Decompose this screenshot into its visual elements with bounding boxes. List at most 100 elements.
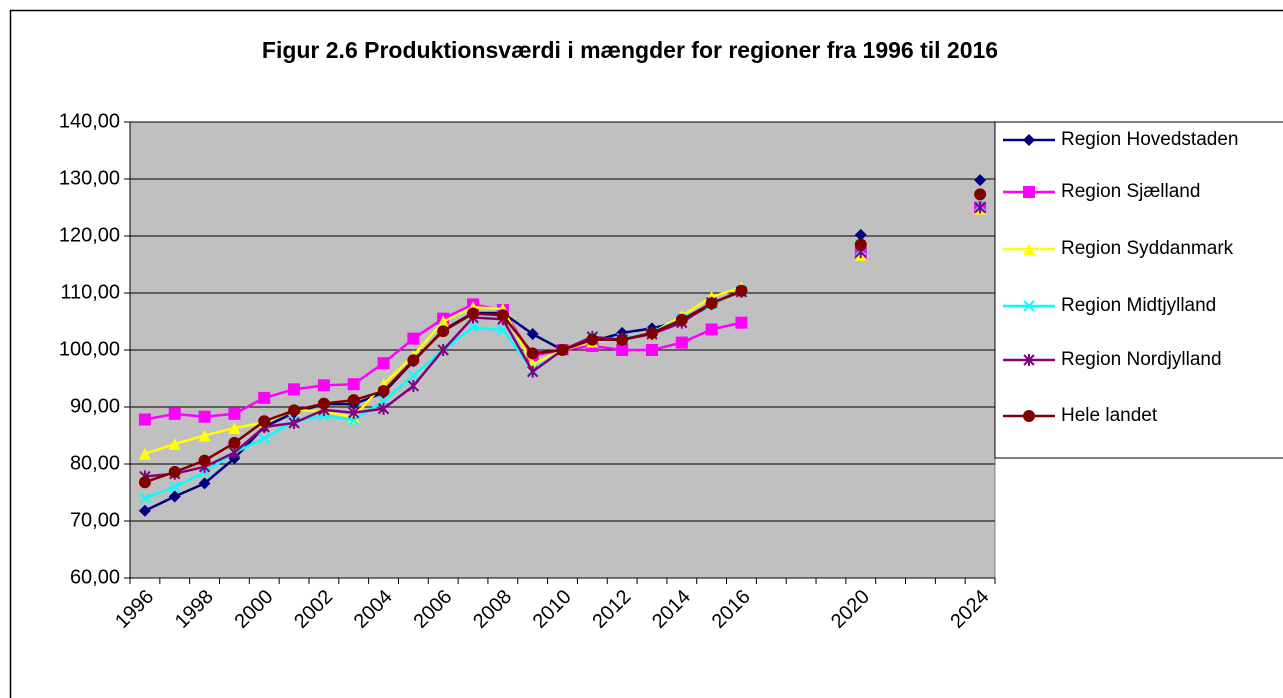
y-tick-label: 130,00 bbox=[59, 167, 120, 189]
x-tick-label: 2016 bbox=[708, 586, 755, 633]
legend-label: Region Midtjylland bbox=[1061, 295, 1216, 316]
marker bbox=[377, 357, 390, 370]
marker bbox=[138, 413, 151, 426]
marker bbox=[228, 422, 241, 435]
marker bbox=[288, 416, 300, 429]
marker bbox=[138, 447, 151, 460]
marker bbox=[258, 415, 271, 428]
x-tick-label: 2006 bbox=[409, 586, 456, 633]
marker bbox=[556, 344, 569, 356]
marker bbox=[377, 385, 390, 398]
marker bbox=[1023, 134, 1035, 146]
marker bbox=[974, 188, 987, 201]
marker bbox=[616, 333, 629, 346]
x-tick-label: 2008 bbox=[469, 586, 516, 633]
x-tick-label: 2012 bbox=[588, 586, 635, 633]
marker bbox=[705, 297, 718, 310]
marker bbox=[705, 323, 718, 336]
marker bbox=[139, 492, 151, 504]
marker bbox=[168, 407, 181, 420]
marker bbox=[288, 383, 301, 396]
marker bbox=[735, 316, 748, 329]
marker bbox=[467, 307, 480, 320]
marker bbox=[675, 313, 688, 326]
legend-label: Region Hovedstaden bbox=[1061, 129, 1238, 150]
y-tick-label: 120,00 bbox=[59, 224, 120, 246]
marker bbox=[407, 354, 420, 367]
marker bbox=[198, 454, 211, 467]
chart-title: Figur 2.6 Produktionsværdi i mængder for… bbox=[261, 37, 999, 63]
x-tick-label: 2000 bbox=[230, 586, 277, 633]
y-tick-label: 140,00 bbox=[59, 110, 120, 132]
marker bbox=[526, 365, 539, 378]
y-tick-label: 90,00 bbox=[70, 395, 120, 417]
marker bbox=[228, 436, 241, 449]
marker bbox=[854, 238, 867, 251]
x-tick-label: 2020 bbox=[827, 586, 874, 633]
marker bbox=[1023, 186, 1035, 198]
x-tick-label: 2004 bbox=[350, 586, 397, 633]
legend-label: Region Sjælland bbox=[1061, 181, 1200, 202]
marker bbox=[974, 201, 986, 214]
marker bbox=[198, 429, 211, 442]
marker bbox=[645, 344, 658, 356]
marker bbox=[168, 438, 181, 451]
frame bbox=[9, 9, 1283, 698]
marker bbox=[974, 174, 987, 187]
marker bbox=[437, 325, 450, 338]
x-tick-label: 1998 bbox=[171, 586, 218, 633]
marker bbox=[675, 336, 688, 349]
marker bbox=[437, 344, 449, 356]
marker bbox=[1023, 243, 1035, 255]
marker bbox=[854, 228, 867, 241]
marker bbox=[347, 378, 360, 391]
marker bbox=[198, 410, 211, 423]
marker bbox=[168, 490, 181, 503]
marker bbox=[645, 326, 658, 339]
marker bbox=[1023, 354, 1035, 366]
marker bbox=[526, 328, 539, 341]
marker bbox=[169, 481, 181, 493]
y-tick-label: 80,00 bbox=[70, 452, 120, 474]
y-tick-label: 70,00 bbox=[70, 509, 120, 531]
marker bbox=[407, 379, 420, 392]
marker bbox=[467, 321, 479, 333]
marker bbox=[496, 309, 509, 322]
x-tick-label: 2024 bbox=[946, 586, 993, 633]
marker bbox=[317, 379, 330, 392]
x-tick-label: 2010 bbox=[529, 586, 576, 633]
legend-label: Region Syddanmark bbox=[1061, 238, 1234, 259]
marker bbox=[138, 476, 151, 489]
marker bbox=[437, 315, 450, 328]
marker bbox=[168, 465, 181, 478]
marker bbox=[735, 284, 748, 297]
x-tick-label: 2014 bbox=[648, 586, 695, 633]
marker bbox=[138, 504, 151, 517]
marker bbox=[198, 477, 211, 490]
marker bbox=[407, 369, 420, 382]
marker bbox=[1023, 300, 1035, 312]
marker bbox=[616, 344, 629, 356]
marker bbox=[347, 406, 360, 419]
marker bbox=[347, 394, 360, 407]
legend-box bbox=[994, 121, 1283, 459]
marker bbox=[407, 332, 420, 345]
x-tick-label: 2002 bbox=[290, 586, 337, 633]
marker bbox=[586, 333, 599, 346]
y-tick-label: 110,00 bbox=[60, 281, 120, 303]
legend-label: Hele landet bbox=[1061, 405, 1158, 426]
marker bbox=[258, 391, 271, 404]
marker bbox=[228, 407, 241, 420]
marker bbox=[288, 404, 301, 417]
legend-label: Region Nordjylland bbox=[1061, 349, 1222, 370]
y-tick-label: 100,00 bbox=[59, 338, 120, 360]
x-tick-label: 1996 bbox=[111, 586, 158, 633]
marker bbox=[1023, 410, 1035, 422]
y-tick-label: 60,00 bbox=[70, 566, 120, 588]
marker bbox=[377, 402, 390, 415]
marker bbox=[258, 432, 270, 445]
marker bbox=[526, 347, 539, 360]
marker bbox=[317, 397, 330, 410]
